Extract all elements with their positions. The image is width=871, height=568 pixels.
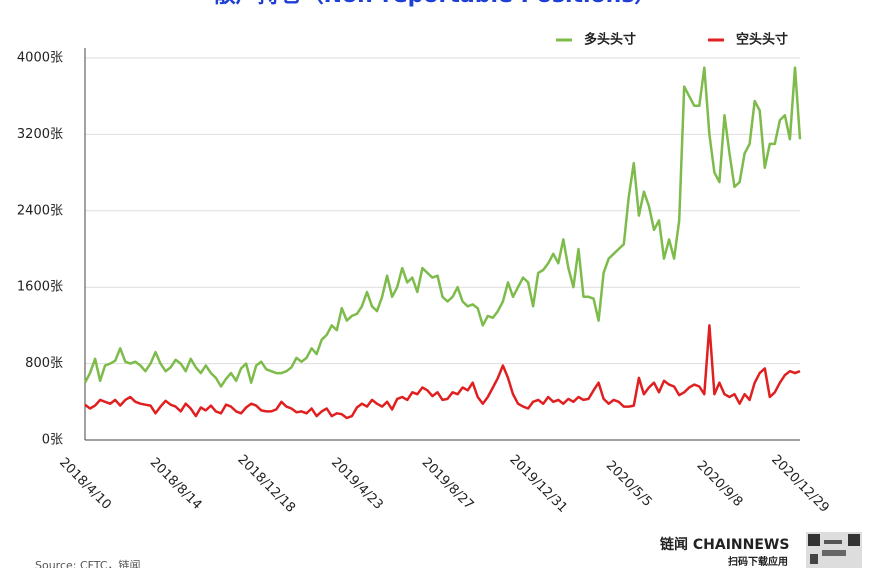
qr-code (806, 532, 862, 568)
x-tick-label: 2020/12/29 (768, 452, 832, 516)
line-series (84, 324, 801, 420)
logo-caption: 扫码下载应用 (728, 555, 788, 568)
y-tick-label: 0张 (42, 433, 63, 448)
x-tick-label: 2020/9/8 (693, 458, 745, 510)
y-tick-label: 2400张 (17, 203, 63, 218)
logo: 链闻 CHAINNEWS (660, 536, 789, 553)
source: Source: CFTC，链闻 (35, 558, 141, 568)
chart-title: 散户持仓（Non-reportable Positions） (214, 0, 657, 8)
x-tick-label: 2019/8/27 (419, 455, 477, 513)
x-tick-label: 2019/12/31 (506, 452, 570, 516)
x-tick-label: 2019/4/23 (328, 455, 386, 513)
y-tick-label: 3200张 (17, 127, 63, 142)
x-tick-label: 2018/8/14 (147, 455, 205, 513)
x-tick-label: 2018/4/10 (56, 455, 114, 513)
y-tick-label: 4000张 (17, 51, 63, 66)
y-tick-label: 800张 (25, 356, 63, 371)
x-tick-label: 2020/5/5 (603, 458, 655, 510)
y-tick-label: 1600张 (17, 280, 63, 295)
legend-label: 多头头寸 (584, 32, 636, 48)
legend-label: 空头头寸 (736, 32, 788, 48)
x-tick-label: 2018/12/18 (234, 452, 298, 516)
line-series (83, 66, 802, 388)
